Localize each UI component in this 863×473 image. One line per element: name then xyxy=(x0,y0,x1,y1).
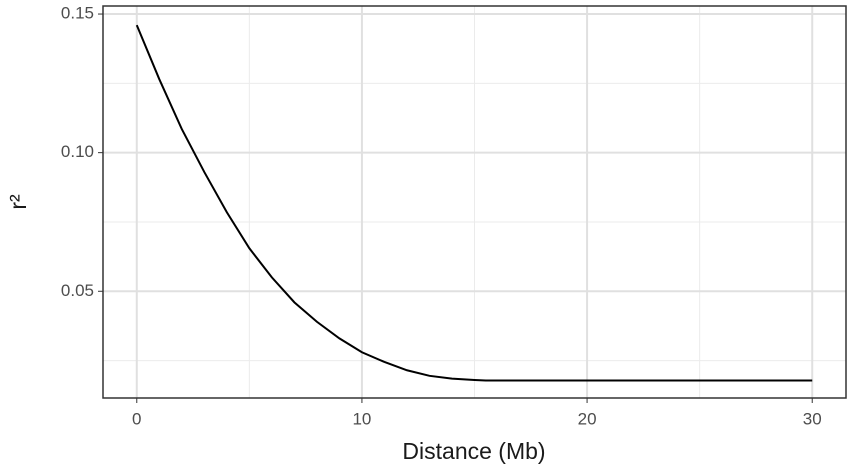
y-axis-title: r² xyxy=(5,194,31,210)
line-series xyxy=(135,24,813,382)
y-tick-label: 0.10 xyxy=(61,142,94,161)
y-tick-label: 0.05 xyxy=(61,281,94,300)
plot-border xyxy=(102,5,847,399)
x-axis-title: Distance (Mb) xyxy=(402,438,545,464)
x-tick-label: 30 xyxy=(803,409,822,428)
y-tick-label: 0.15 xyxy=(61,4,94,23)
x-tick-label: 10 xyxy=(352,409,371,428)
x-tick-label: 20 xyxy=(578,409,597,428)
x-tick-label: 0 xyxy=(132,409,141,428)
